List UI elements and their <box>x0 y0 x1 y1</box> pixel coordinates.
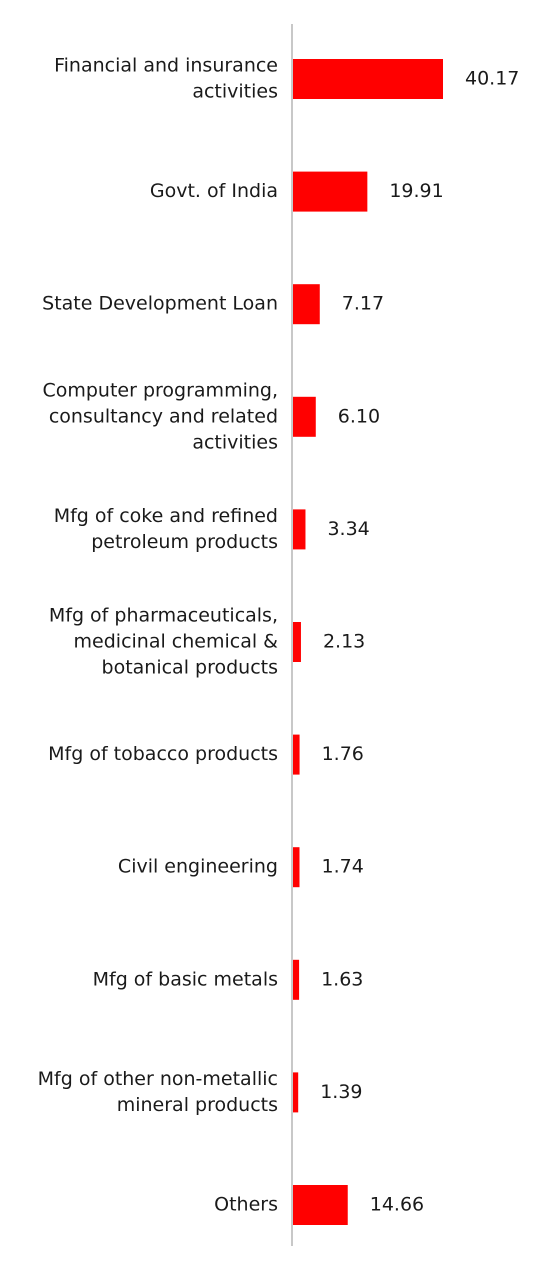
category-label: Financial and insurance <box>54 55 278 77</box>
category-label: State Development Loan <box>42 293 278 315</box>
category-label: botanical products <box>102 657 278 679</box>
category-label: consultancy and related <box>49 405 278 427</box>
bar <box>293 1185 348 1225</box>
bar <box>293 847 300 888</box>
value-label: 1.63 <box>321 968 363 990</box>
value-label: 1.74 <box>321 856 363 878</box>
value-label: 1.39 <box>320 1081 362 1103</box>
category-label: Mfg of other non-metallic <box>38 1068 278 1090</box>
category-label: mineral products <box>117 1094 278 1116</box>
category-label: Mfg of pharmaceuticals, <box>49 605 278 627</box>
category-label: petroleum products <box>91 531 278 553</box>
bar <box>293 59 443 99</box>
value-label: 19.91 <box>389 180 443 202</box>
bar <box>293 734 300 775</box>
value-labels-group: 40.17 19.91 7.17 6.10 3.34 2.13 1.76 1.74 1.63 1.… <box>320 68 519 1216</box>
category-label: Mfg of coke and refined <box>54 505 278 527</box>
category-label: Civil engineering <box>118 856 278 878</box>
category-label: Computer programming, <box>42 379 278 401</box>
category-label: activities <box>192 81 278 103</box>
value-label: 14.66 <box>370 1194 424 1216</box>
bar <box>293 284 320 325</box>
value-label: 3.34 <box>327 518 369 540</box>
bar <box>293 171 368 212</box>
bar <box>293 396 316 437</box>
value-label: 7.17 <box>342 293 384 315</box>
category-label: Mfg of tobacco products <box>48 743 278 765</box>
bar <box>293 622 301 662</box>
value-label: 40.17 <box>465 68 519 90</box>
category-label: Others <box>214 1194 278 1216</box>
category-label: Mfg of basic metals <box>93 968 278 990</box>
category-label: Govt. of India <box>150 180 278 202</box>
bar <box>293 1072 299 1113</box>
category-label: medicinal chemical & <box>74 631 279 653</box>
bar <box>293 959 300 1000</box>
value-label: 1.76 <box>322 743 364 765</box>
category-label: activities <box>192 431 278 453</box>
bar <box>293 509 306 550</box>
bars-group <box>293 59 443 1225</box>
value-label: 6.10 <box>338 405 380 427</box>
category-labels-group: Financial and insurance activities Govt. o… <box>38 55 279 1216</box>
value-label: 2.13 <box>323 631 365 653</box>
